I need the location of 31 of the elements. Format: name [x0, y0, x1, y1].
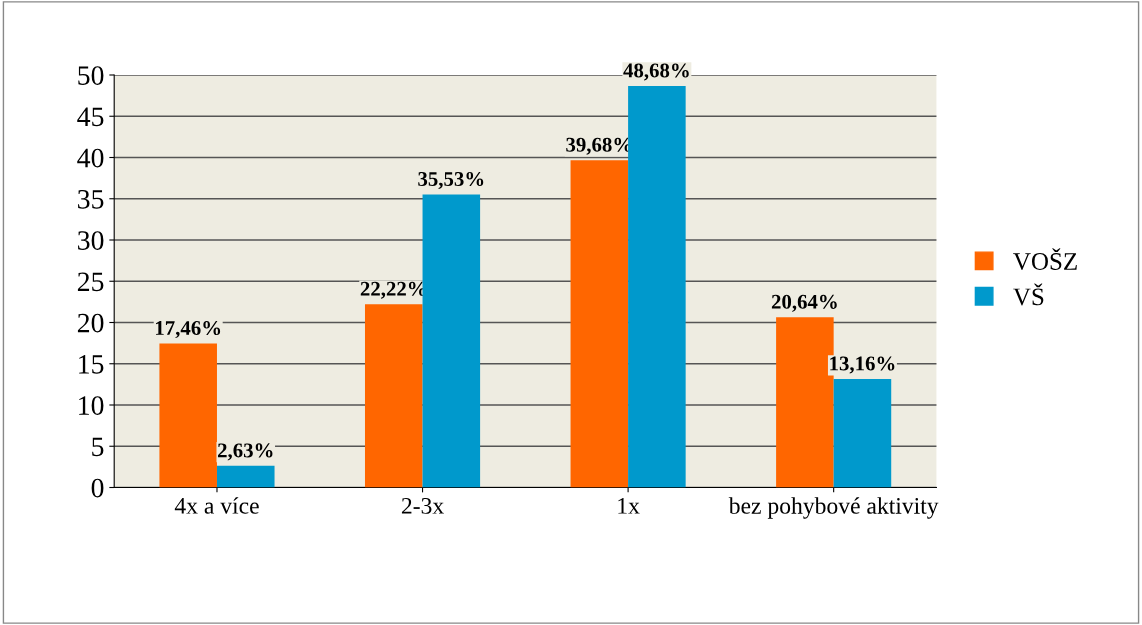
y-tick-label: 35	[78, 189, 104, 209]
x-tick-label: 1x	[618, 498, 640, 514]
bar	[364, 304, 423, 488]
y-tick-label: 0	[91, 478, 104, 498]
y-tick-label: 10	[79, 396, 104, 415]
bar	[216, 465, 275, 488]
y-tick-label: 25	[77, 272, 104, 292]
y-tick-label: 45	[77, 107, 104, 127]
data-label: 17,46%	[156, 321, 221, 339]
bar	[422, 194, 481, 488]
x-tick-label: 2-3x	[401, 497, 444, 514]
bar	[628, 85, 686, 488]
y-tick-label: 20	[77, 313, 104, 333]
bar	[570, 160, 629, 488]
data-label: 20,64%	[771, 294, 837, 312]
legend-label: VOŠZ	[1013, 248, 1077, 271]
data-label: 2,63%	[217, 443, 273, 461]
data-label: 22,22%	[360, 281, 426, 299]
y-tick-label: 5	[92, 437, 104, 457]
data-label: 13,16%	[830, 356, 895, 374]
x-tick-label: bez pohybové aktivity	[728, 497, 939, 519]
y-tick-label: 15	[79, 355, 104, 374]
bar	[833, 378, 892, 488]
bar	[159, 343, 217, 488]
y-tick-label: 50	[78, 66, 104, 85]
legend-label: VŠ	[1013, 283, 1044, 306]
data-label: 35,53%	[418, 171, 484, 189]
y-tick-label: 40	[77, 148, 104, 168]
x-tick-label: 4x a více	[174, 497, 259, 514]
y-tick-label: 30	[78, 231, 104, 250]
data-label: 48,68%	[623, 63, 689, 81]
